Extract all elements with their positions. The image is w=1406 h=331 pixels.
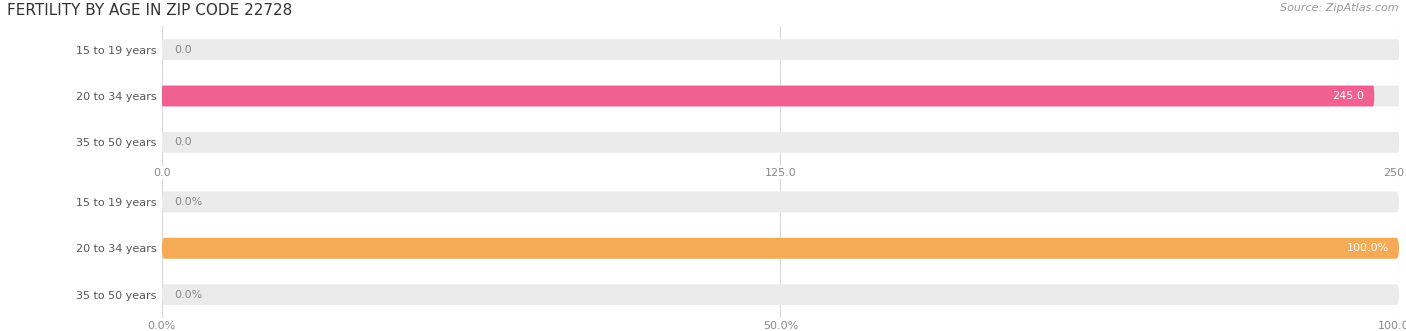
FancyBboxPatch shape (162, 39, 1399, 60)
FancyBboxPatch shape (162, 284, 1399, 305)
FancyBboxPatch shape (162, 191, 1399, 213)
Text: 0.0%: 0.0% (174, 290, 202, 300)
FancyBboxPatch shape (162, 86, 1399, 107)
FancyBboxPatch shape (162, 132, 1399, 153)
FancyBboxPatch shape (162, 238, 1399, 259)
FancyBboxPatch shape (162, 238, 1399, 259)
Text: 0.0: 0.0 (174, 45, 191, 55)
Text: 0.0%: 0.0% (174, 197, 202, 207)
Text: Source: ZipAtlas.com: Source: ZipAtlas.com (1281, 3, 1399, 13)
Text: 245.0: 245.0 (1333, 91, 1364, 101)
FancyBboxPatch shape (162, 86, 1374, 107)
Text: FERTILITY BY AGE IN ZIP CODE 22728: FERTILITY BY AGE IN ZIP CODE 22728 (7, 3, 292, 18)
Text: 100.0%: 100.0% (1347, 243, 1389, 253)
Text: 0.0: 0.0 (174, 137, 191, 147)
